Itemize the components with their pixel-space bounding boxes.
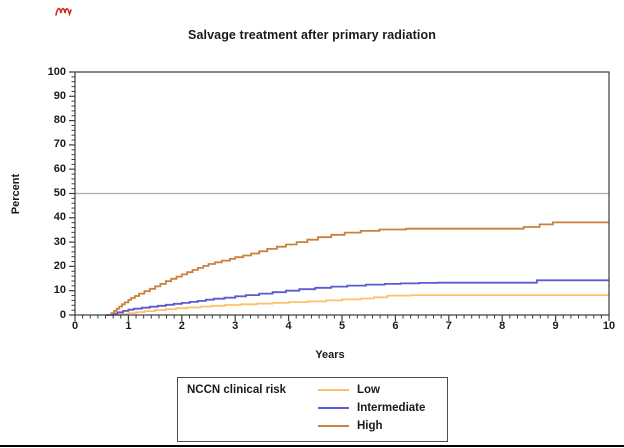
x-axis-label: Years (315, 349, 345, 361)
ytick-label-90: 90 (53, 89, 66, 102)
ytick-label-70: 70 (53, 138, 66, 151)
xtick-label-3: 3 (232, 320, 239, 332)
red-pen-mark-icon (55, 7, 72, 17)
xtick-label-7: 7 (445, 320, 452, 332)
survival-step-curves (106, 221, 609, 316)
xtick-label-1: 1 (125, 320, 132, 332)
xtick-label-6: 6 (392, 320, 399, 332)
xtick-label-0: 0 (71, 320, 79, 332)
bottom-rule (0, 445, 624, 447)
ytick-label-10: 10 (53, 284, 66, 297)
axis-tick-marks (69, 71, 610, 321)
curve-intermediate (106, 279, 609, 316)
xtick-label-10: 10 (602, 320, 616, 332)
curve-high (107, 221, 609, 316)
ytick-label-30: 30 (53, 235, 66, 248)
ytick-label-20: 20 (53, 259, 66, 272)
xtick-label-9: 9 (552, 320, 559, 332)
legend: NCCN clinical risk Low Intermediate High (177, 377, 448, 442)
legend-label-intermediate: Intermediate (357, 402, 426, 414)
legend-swatch-intermediate-icon (318, 407, 349, 409)
ytick-label-50: 50 (53, 187, 66, 199)
xtick-label-5: 5 (338, 320, 346, 332)
ytick-label-60: 60 (53, 162, 66, 175)
xtick-label-4: 4 (285, 320, 292, 332)
ytick-label-0: 0 (59, 308, 66, 321)
legend-entry-low: Low (318, 381, 380, 399)
xtick-label-2: 2 (178, 320, 185, 332)
legend-label-low: Low (357, 384, 380, 396)
curve-low (108, 294, 609, 316)
legend-title: NCCN clinical risk (187, 384, 287, 396)
legend-entry-high: High (318, 417, 383, 435)
ytick-label-100: 100 (47, 65, 66, 78)
legend-swatch-high-icon (318, 425, 349, 427)
legend-swatch-low-icon (318, 389, 349, 391)
chart-title: Salvage treatment after primary radiatio… (188, 28, 436, 42)
ytick-label-40: 40 (53, 211, 66, 224)
ytick-label-80: 80 (53, 114, 66, 127)
legend-label-high: High (357, 420, 383, 432)
xtick-label-8: 8 (499, 320, 506, 332)
legend-entry-intermediate: Intermediate (318, 399, 425, 417)
